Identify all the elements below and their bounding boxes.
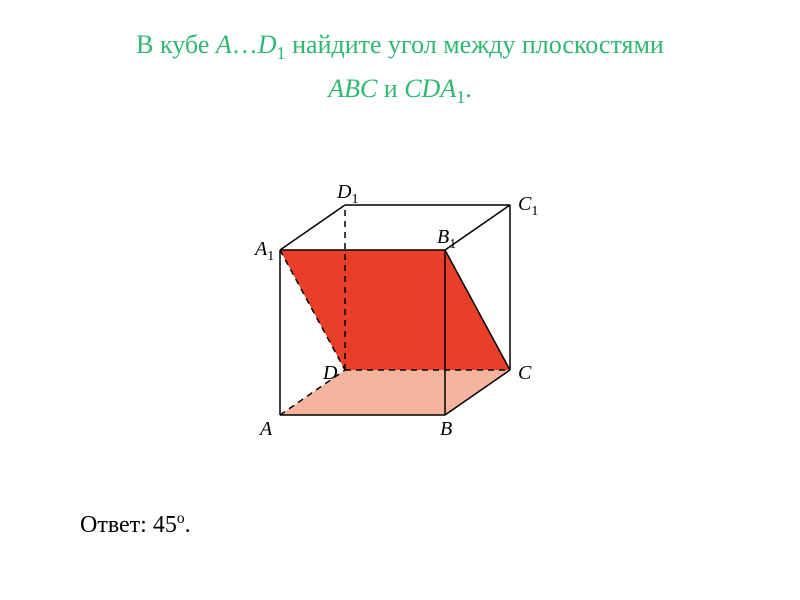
title-line-2: ABC и CDA1. <box>0 68 800 112</box>
answer-label: Ответ: <box>80 512 153 538</box>
t1i2: D <box>258 30 277 59</box>
t2s: 1 <box>456 88 465 108</box>
t2p2: . <box>465 74 472 103</box>
vertex-label-C: C <box>518 362 531 385</box>
vertex-label-A1: A1 <box>255 238 274 265</box>
answer-text: Ответ: 45o. <box>80 510 191 539</box>
t1s: 1 <box>277 43 286 63</box>
t2i1: ABC <box>328 74 377 103</box>
t2i2: CDA <box>404 74 456 103</box>
vertex-label-C1: C1 <box>518 193 538 220</box>
t2p1: и <box>377 74 404 103</box>
vertex-label-A: A <box>260 418 272 441</box>
t1i1: A <box>216 30 232 59</box>
t1p3: найдите угол между плоскостями <box>286 30 664 59</box>
t1p2: … <box>232 30 258 59</box>
cube-diagram: A B C D A1 B1 C1 D1 <box>250 155 550 455</box>
title-line-1: В кубе A…D1 найдите угол между плоскостя… <box>0 24 800 68</box>
vertex-label-B1: B1 <box>437 226 456 253</box>
answer-value: 45 <box>153 512 177 538</box>
vertex-label-D1: D1 <box>337 181 358 208</box>
answer-degree: o <box>177 510 185 527</box>
cube-svg <box>250 155 550 455</box>
vertex-label-B: B <box>440 418 452 441</box>
vertex-label-D: D <box>323 362 337 385</box>
t1p1: В кубе <box>136 30 216 59</box>
problem-title: В кубе A…D1 найдите угол между плоскостя… <box>0 0 800 113</box>
answer-period: . <box>185 512 191 538</box>
